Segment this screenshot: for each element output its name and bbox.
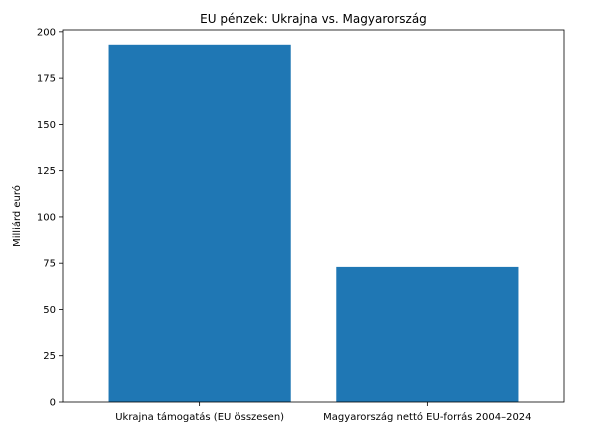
y-tick-label: 25 — [43, 351, 56, 362]
y-tick-label: 100 — [37, 212, 56, 223]
plot-frame — [62, 29, 565, 403]
x-tick-label: Magyarország nettó EU-forrás 2004–2024 — [323, 411, 531, 423]
y-tick-label: 200 — [37, 27, 56, 38]
y-tick-label: 150 — [37, 120, 56, 131]
bar-2 — [336, 266, 519, 402]
bars-group — [108, 44, 519, 402]
x-axis-ticks: Ukrajna támogatás (EU összesen) Magyarors… — [115, 402, 532, 423]
x-tick-label: Ukrajna támogatás (EU összesen) — [115, 411, 284, 423]
y-tick-label: 75 — [43, 259, 56, 270]
y-tick-label: 0 — [50, 398, 56, 409]
y-tick-label: 175 — [37, 74, 56, 85]
bar-1 — [108, 44, 291, 402]
y-axis-ticks: 0 25 50 75 100 125 150 175 200 — [37, 27, 63, 409]
y-tick-label: 125 — [37, 166, 56, 177]
chart-title: EU pénzek: Ukrajna vs. Magyarország — [200, 12, 427, 26]
y-axis-label: Milliárd euró — [11, 185, 23, 247]
y-tick-label: 50 — [43, 305, 56, 316]
